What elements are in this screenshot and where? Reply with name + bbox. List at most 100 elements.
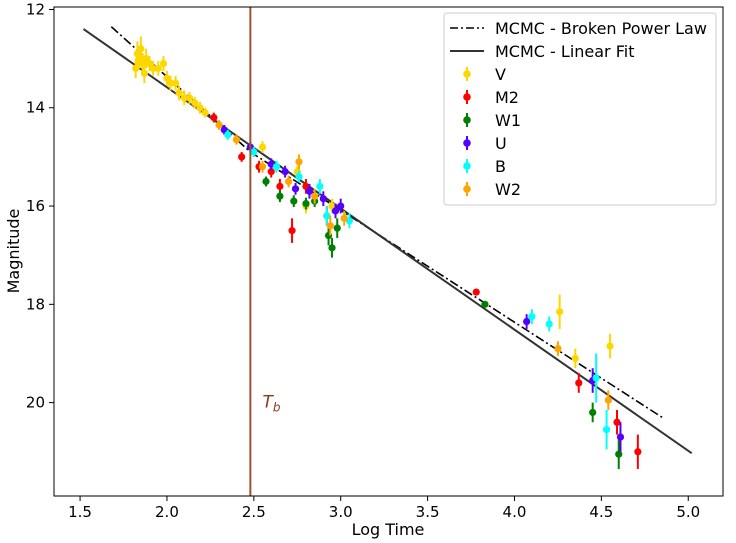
data-point [201,109,209,117]
data-point [232,136,241,144]
data-point [613,418,621,426]
data-point [262,177,270,186]
x-tick-label: 2.0 [155,503,179,521]
data-point [326,222,334,230]
data-point [305,187,314,195]
legend-item-v: V [463,65,506,84]
data-point [545,320,553,328]
annotation-base-text: T [263,393,275,413]
legend-label: W2 [495,180,521,199]
data-point [311,192,319,200]
legend-label: B [495,157,506,176]
data-point [556,308,564,316]
legend-marker [463,139,471,147]
x-axis: 1.5 2.0 2.5 3.0 3.5 4.0 4.5 5.0 [68,496,700,521]
series-b [224,129,611,450]
annotation-subscript: b [273,401,281,415]
data-point [634,448,642,456]
x-tick-label: 3.0 [329,503,353,521]
legend-marker [463,116,471,124]
data-point [554,344,562,353]
data-point [132,64,140,73]
data-point [238,153,246,161]
legend-item-mcmc-broken-power-law: MCMC - Broken Power Law [450,19,707,38]
data-point [196,104,204,112]
data-point [276,182,284,190]
y-tick-label: 16 [26,197,45,215]
data-point [333,224,341,232]
data-point [295,158,303,166]
legend-label: U [495,134,507,153]
legend-item-b: B [463,157,506,176]
x-axis-label: Log Time [352,520,425,539]
data-point [175,89,183,97]
legend-box [443,12,717,206]
y-axis-label: Magnitude [4,209,23,294]
legend-label: MCMC - Linear Fit [495,42,634,61]
data-point [295,172,303,181]
data-point [481,300,489,308]
data-point [258,143,267,151]
data-point [180,94,188,102]
series-w1 [262,176,623,469]
data-point [302,199,310,208]
data-point [616,433,625,441]
data-point [589,408,597,417]
y-tick-label: 14 [26,99,45,117]
data-point [571,354,579,362]
data-point [472,288,480,296]
data-point [284,177,293,186]
series-w2 [215,120,612,410]
y-tick-label: 18 [26,295,45,313]
data-point [316,182,324,190]
data-point [166,79,175,87]
data-point [606,342,614,350]
data-point [323,212,331,220]
data-point [258,163,267,171]
data-point [215,121,223,129]
legend-marker [463,93,471,101]
data-point [210,113,218,122]
y-axis: 12 14 16 18 20 [26,0,54,412]
data-point [290,197,298,205]
legend-label: V [495,65,506,84]
data-point [615,450,623,458]
legend-item-mcmc-linear-fit: MCMC - Linear Fit [450,42,634,61]
data-point [224,131,232,139]
x-tick-label: 5.0 [676,503,700,521]
legend: MCMC - Broken Power Law MCMC - Linear Fit… [443,12,717,206]
x-tick-label: 4.0 [503,503,527,521]
data-point [575,379,583,387]
data-point [191,99,199,107]
data-point [523,317,531,326]
data-point [172,79,180,87]
legend-marker [463,185,471,193]
plot-frame [53,6,724,497]
y-tick-label: 20 [26,394,45,412]
data-point [154,64,162,73]
data-point [592,374,600,382]
data-point [528,313,536,321]
x-tick-label: 3.5 [416,503,440,521]
data-point [185,94,194,102]
data-point [604,396,612,404]
data-point [137,45,145,53]
data-point [319,195,327,203]
legend-item-u: U [463,134,507,153]
legend-marker [463,162,471,170]
data-point [140,69,148,77]
legend-item-w1: W1 [463,111,521,130]
data-point [159,59,168,68]
break-time-annotation: Tb [263,393,281,415]
data-point [331,207,340,215]
legend-label: M2 [495,88,519,107]
legend-label: W1 [495,111,521,130]
data-point [276,192,284,200]
legend-label: MCMC - Broken Power Law [495,19,707,38]
data-point [602,426,611,434]
y-tick-label: 12 [26,0,45,18]
data-point [149,64,157,73]
data-point [340,214,348,222]
data-point [337,202,345,210]
